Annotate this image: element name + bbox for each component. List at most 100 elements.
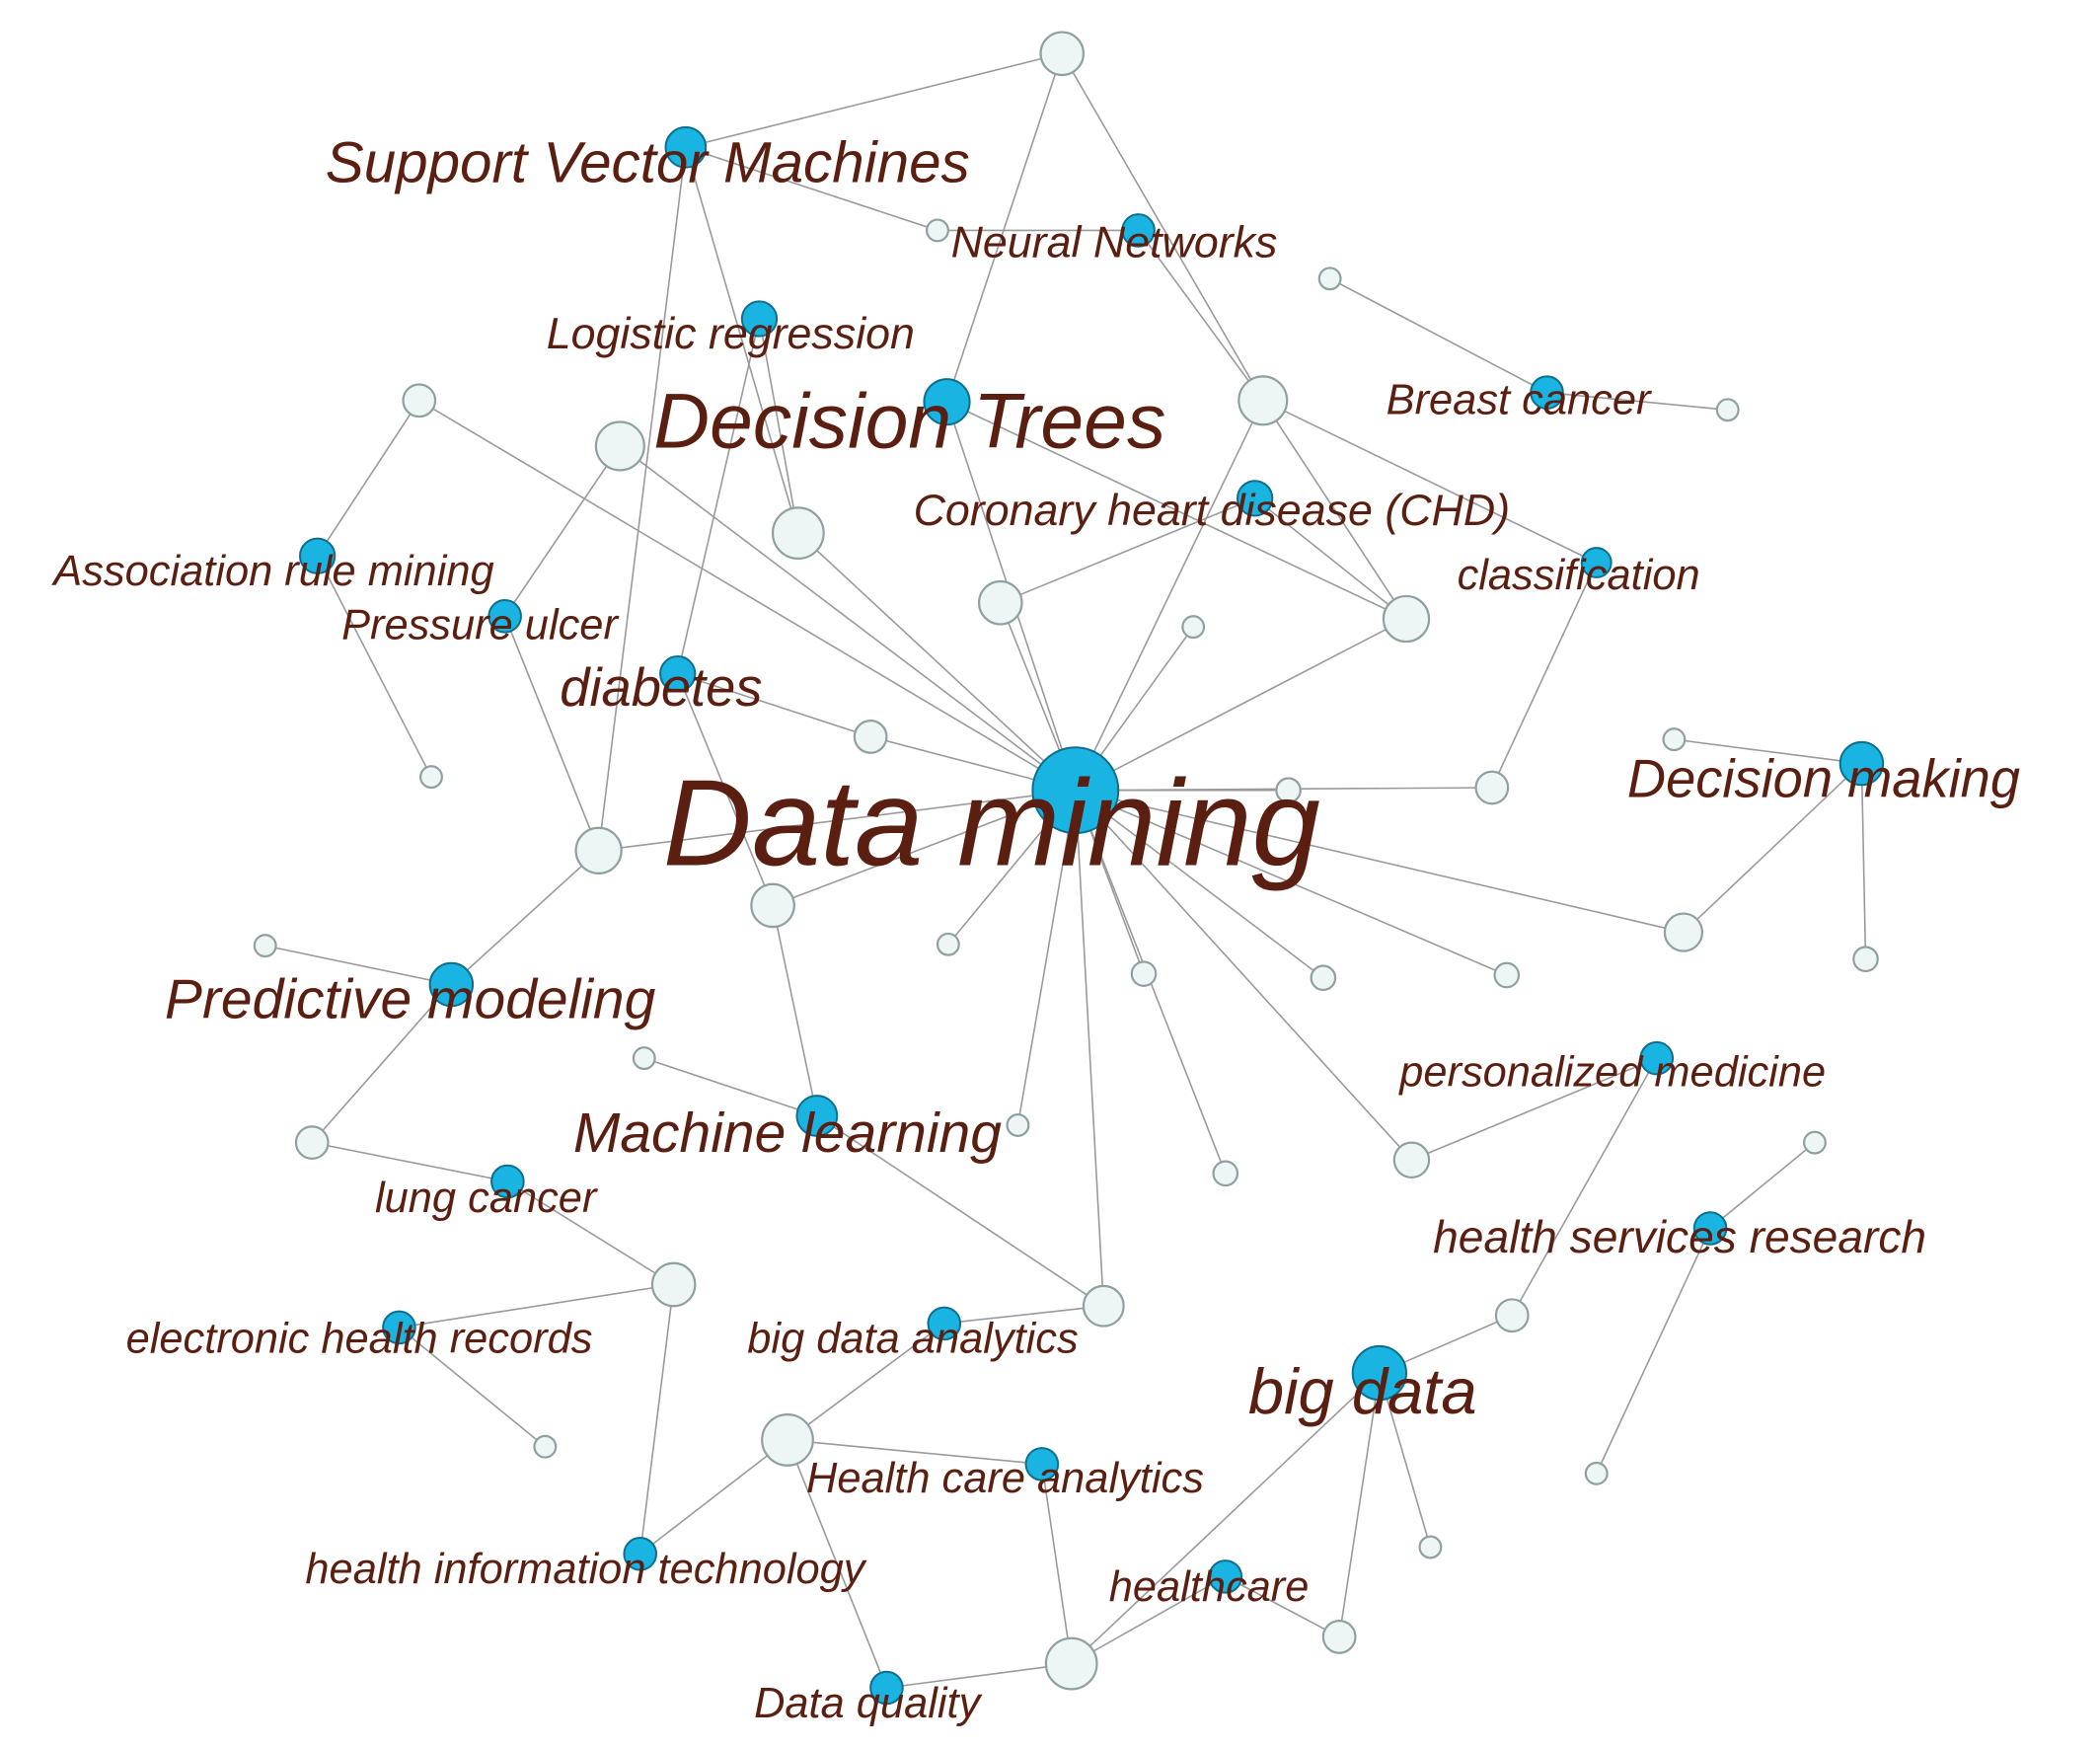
secondary-node-icon	[650, 1261, 697, 1308]
keyword-node-icon-health-information-technology	[623, 1537, 658, 1571]
edge-big-data-analytics-w36	[787, 1323, 945, 1441]
keyword-label-lung-cancer: lung cancer	[375, 1175, 598, 1222]
edge-w36-health-care-analytics	[787, 1439, 1042, 1466]
edge-decision-making-w20	[1683, 762, 1862, 934]
keyword-label-classification: classification	[1458, 552, 1700, 599]
edge-w27-lung-cancer	[312, 1141, 508, 1182]
secondary-node-icon	[294, 1125, 330, 1161]
keyword-label-decision-trees: Decision Trees	[653, 377, 1165, 464]
secondary-node-icon	[632, 1046, 656, 1071]
keyword-node-icon-association-rule-mining	[299, 537, 337, 574]
edge-predictive-modeling-w27	[311, 983, 452, 1144]
secondary-node-icon	[1493, 961, 1521, 989]
secondary-node-icon	[1039, 31, 1086, 77]
edge-w6-association-rule-mining	[316, 400, 420, 557]
secondary-node-icon	[1584, 1461, 1609, 1485]
edge-w1-w4	[1061, 52, 1264, 402]
edge-w17-predictive-modeling	[450, 850, 600, 986]
edge-health-services-research-w37	[1595, 1228, 1711, 1475]
secondary-node-icon	[1418, 1535, 1443, 1559]
keyword-label-association-rule-mining: Association rule mining	[50, 548, 493, 595]
keyword-node-icon-decision-trees	[923, 378, 971, 426]
keyword-label-breast-cancer: Breast cancer	[1387, 376, 1652, 423]
keyword-node-icon-electronic-health-records	[382, 1310, 416, 1345]
edge-w6-data-mining	[418, 400, 1077, 792]
edge-personalized-medicine-w34	[1511, 1057, 1658, 1317]
keyword-label-big-data-analytics: big data analytics	[747, 1316, 1078, 1363]
secondary-node-icon	[402, 383, 437, 418]
keyword-label-big-data: big data	[1248, 1355, 1477, 1427]
edge-w1-support-vector-machines	[685, 52, 1063, 149]
secondary-node-icon	[1382, 594, 1431, 644]
edge-neural-networks-w4	[1137, 229, 1264, 402]
keyword-node-icon-data-mining	[1031, 746, 1120, 835]
keyword-node-icon-logistic-regression	[740, 300, 779, 338]
edge-big-data-w39	[1338, 1372, 1381, 1637]
edge-w7-pressure-ulcer	[503, 445, 622, 617]
keyword-label-healthcare: healthcare	[1109, 1563, 1310, 1611]
secondary-node-icon	[1082, 1284, 1125, 1328]
edge-w33-data-mining	[1074, 790, 1105, 1307]
edge-diabetes-w18	[676, 673, 774, 906]
edge-w17-data-mining	[598, 789, 1076, 852]
keyword-node-icon-health-services-research	[1692, 1211, 1728, 1246]
edge-w7-data-mining	[619, 445, 1077, 792]
edge-health-care-analytics-w40	[1041, 1464, 1073, 1664]
edge-lung-cancer-w32	[506, 1180, 675, 1286]
edge-w25-predictive-modeling	[264, 945, 452, 986]
edge-support-vector-machines-w8	[685, 147, 799, 534]
keyword-node-icon-healthcare	[1208, 1559, 1243, 1594]
edge-breast-cancer-w5	[1546, 391, 1728, 412]
secondary-node-icon	[1044, 1636, 1098, 1691]
secondary-node-icon	[977, 579, 1023, 626]
edge-w13-decision-making	[1674, 738, 1862, 765]
edge-logistic-regression-w8	[758, 318, 799, 534]
edge-association-rule-mining-w16	[316, 555, 432, 778]
edge-w29-personalized-medicine	[1411, 1057, 1658, 1162]
keyword-node-icon-diabetes	[659, 655, 697, 693]
edge-w32-health-information-technology	[638, 1284, 675, 1555]
edge-big-data-w38	[1379, 1372, 1432, 1548]
secondary-node-icon	[1006, 1113, 1030, 1137]
secondary-node-icon	[761, 1413, 814, 1467]
keyword-node-icon-machine-learning	[795, 1095, 839, 1137]
keyword-label-support-vector-machines: Support Vector Machines	[326, 131, 970, 195]
secondary-node-icon	[1238, 375, 1289, 426]
edge-w36-health-information-technology	[639, 1439, 788, 1555]
secondary-node-icon	[771, 506, 825, 561]
node-layer	[253, 31, 1885, 1706]
edge-healthcare-w40	[1071, 1575, 1227, 1665]
secondary-node-icon	[853, 720, 888, 754]
keyword-label-decision-making: Decision making	[1627, 749, 2020, 809]
edge-w31-health-services-research	[1709, 1142, 1816, 1230]
keyword-label-machine-learning: Machine learning	[573, 1102, 1002, 1165]
edge-w22-data-mining	[1075, 790, 1324, 979]
keyword-label-logistic-regression: Logistic regression	[547, 309, 915, 358]
edge-data-quality-w40	[886, 1662, 1072, 1689]
keyword-node-icon-classification	[1580, 547, 1612, 578]
secondary-node-icon	[1662, 727, 1687, 752]
edge-w3-breast-cancer	[1329, 277, 1547, 394]
keyword-label-neural-networks: Neural Networks	[951, 218, 1278, 267]
edge-support-vector-machines-w2	[685, 146, 938, 232]
edge-w4-classification	[1262, 400, 1598, 564]
keyword-node-icon-decision-making	[1838, 740, 1885, 787]
secondary-node-icon	[1852, 946, 1879, 973]
edge-w18-data-mining	[772, 789, 1077, 907]
edge-decision-trees-w10	[946, 401, 1407, 620]
edge-w23-data-mining	[1075, 789, 1508, 976]
edge-w26-machine-learning	[643, 1057, 818, 1117]
keyword-label-electronic-health-records: electronic health records	[126, 1316, 593, 1363]
edge-layer	[264, 52, 1867, 1689]
keyword-label-health-services-research: health services research	[1433, 1211, 1926, 1262]
edge-healthcare-w39	[1225, 1575, 1340, 1638]
secondary-node-icon	[1715, 398, 1740, 422]
secondary-node-icon	[1392, 1141, 1431, 1179]
secondary-node-icon	[533, 1434, 558, 1459]
keyword-label-personalized-medicine: personalized medicine	[1397, 1049, 1826, 1097]
keyword-node-icon-predictive-modeling	[428, 961, 475, 1008]
keyword-node-icon-big-data	[1351, 1344, 1408, 1402]
secondary-node-icon	[1321, 1620, 1357, 1654]
edge-w36-data-quality	[787, 1439, 888, 1689]
